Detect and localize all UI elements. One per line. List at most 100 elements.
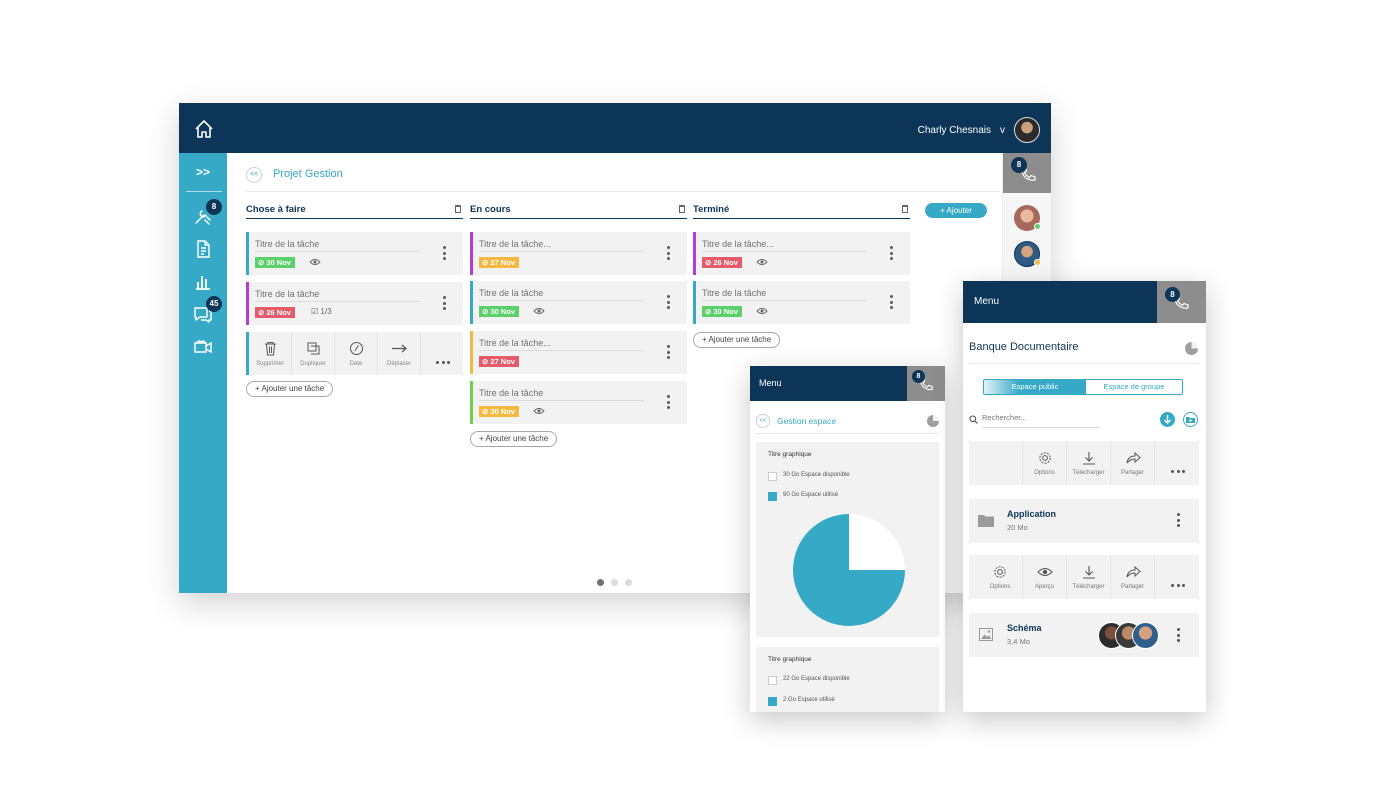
chart-title: Titre graphique bbox=[768, 656, 812, 663]
duplicate-button[interactable]: Dupliquer bbox=[292, 332, 335, 375]
task-card[interactable]: Titre de la tâche... ⊘ 26 Nov bbox=[693, 232, 910, 275]
download-action-button[interactable]: Télécharger bbox=[1066, 441, 1110, 485]
checklist-value: 1/3 bbox=[320, 307, 332, 316]
tools-badge: 8 bbox=[206, 199, 222, 215]
video-camera-icon[interactable] bbox=[193, 336, 213, 356]
more-options-icon[interactable] bbox=[667, 246, 670, 260]
sidebar-toggle[interactable]: >> bbox=[195, 165, 210, 179]
add-task-button[interactable]: + Ajouter une tâche bbox=[470, 431, 558, 447]
document-icon[interactable] bbox=[193, 239, 213, 259]
call-button[interactable]: 8 bbox=[1003, 153, 1051, 193]
legend-swatch-available bbox=[768, 472, 777, 481]
more-actions-icon bbox=[1171, 574, 1188, 592]
file-row[interactable]: Schéma 3,4 Mo bbox=[969, 613, 1199, 657]
add-column-button[interactable]: + Ajouter bbox=[925, 203, 987, 218]
task-title: Titre de la tâche bbox=[479, 288, 544, 298]
more-options-icon[interactable] bbox=[1177, 513, 1180, 530]
divider bbox=[479, 400, 644, 401]
due-date-badge: ⊘ 30 Nov bbox=[702, 306, 742, 317]
trash-icon bbox=[265, 342, 276, 356]
task-card[interactable]: Titre de la tâche ⊘ 30 Nov bbox=[693, 281, 910, 324]
divider bbox=[255, 251, 420, 252]
options-button[interactable]: Options bbox=[1022, 441, 1066, 485]
folder-row[interactable]: Application 20 Mo bbox=[969, 499, 1199, 543]
page-dot[interactable] bbox=[625, 579, 632, 586]
tools-icon[interactable] bbox=[193, 206, 213, 226]
more-options-icon[interactable] bbox=[667, 395, 670, 409]
eye-icon[interactable] bbox=[533, 407, 545, 415]
task-title: Titre de la tâche... bbox=[479, 338, 551, 348]
more-options-icon[interactable] bbox=[667, 295, 670, 309]
divider bbox=[969, 363, 1199, 364]
action-label: Date bbox=[349, 361, 363, 367]
phone-icon bbox=[1021, 166, 1036, 181]
tab-group-space[interactable]: Espace de groupe bbox=[1103, 382, 1165, 391]
user-avatar[interactable] bbox=[1014, 117, 1040, 143]
page-dot[interactable] bbox=[611, 579, 618, 586]
tab-public-space[interactable]: Espace public bbox=[984, 380, 1086, 394]
divider bbox=[479, 251, 644, 252]
file-name: Schéma bbox=[1007, 623, 1042, 633]
add-task-button[interactable]: + Ajouter une tâche bbox=[693, 332, 781, 348]
delete-button[interactable]: Supprimer bbox=[249, 332, 292, 375]
sidebar: >> 8 45 bbox=[179, 153, 227, 593]
eye-icon[interactable] bbox=[309, 258, 321, 266]
eye-icon[interactable] bbox=[756, 307, 768, 315]
back-button[interactable]: << bbox=[246, 167, 262, 183]
more-options-icon[interactable] bbox=[667, 345, 670, 359]
download-action-button[interactable]: Télécharger bbox=[1066, 555, 1110, 599]
more-options-icon[interactable] bbox=[890, 295, 893, 309]
eye-icon[interactable] bbox=[756, 258, 768, 266]
user-name[interactable]: Charly Chesnais bbox=[917, 125, 991, 136]
new-folder-button[interactable] bbox=[1183, 412, 1198, 427]
menu-label[interactable]: Menu bbox=[759, 378, 782, 388]
more-options-icon[interactable] bbox=[1177, 628, 1180, 645]
user-dropdown-caret[interactable]: v bbox=[1000, 125, 1005, 136]
task-card[interactable]: Titre de la tâche ⊘ 30 Nov bbox=[470, 381, 687, 424]
due-date-badge: ⊘ 27 Nov bbox=[479, 356, 519, 367]
shared-user-avatar[interactable] bbox=[1132, 622, 1159, 649]
divider bbox=[756, 433, 939, 434]
share-button[interactable]: Partager bbox=[1110, 555, 1154, 599]
preview-button[interactable]: Aperçu bbox=[1022, 555, 1066, 599]
task-card[interactable]: Titre de la tâche ⊘ 30 Nov bbox=[470, 281, 687, 324]
trash-icon[interactable] bbox=[455, 205, 461, 213]
call-button[interactable]: 8 bbox=[907, 366, 945, 401]
task-card[interactable]: Titre de la tâche... ⊘ 27 Nov bbox=[470, 331, 687, 374]
more-options-icon[interactable] bbox=[890, 246, 893, 260]
add-task-button[interactable]: + Ajouter une tâche bbox=[246, 381, 334, 397]
page-dot[interactable] bbox=[597, 579, 604, 586]
chart-card: Titre graphique 30 Go Espace disponible … bbox=[756, 442, 939, 637]
menu-label[interactable]: Menu bbox=[974, 296, 1000, 307]
mobile-header: Menu bbox=[750, 366, 907, 401]
download-button[interactable] bbox=[1160, 412, 1175, 427]
bar-chart-icon[interactable] bbox=[193, 271, 213, 291]
task-card[interactable]: Titre de la tâche ⊘ 30 Nov bbox=[246, 232, 463, 275]
more-options-icon[interactable] bbox=[443, 296, 446, 310]
home-icon[interactable] bbox=[193, 118, 215, 140]
more-options-icon[interactable] bbox=[443, 246, 446, 260]
eye-icon[interactable] bbox=[533, 307, 545, 315]
task-title: Titre de la tâche bbox=[702, 288, 767, 298]
more-actions-icon[interactable] bbox=[436, 351, 453, 369]
search-input[interactable]: Rechercher... bbox=[982, 413, 1100, 428]
pie-slice-available bbox=[849, 514, 905, 570]
options-button[interactable]: Options bbox=[978, 555, 1022, 599]
share-button[interactable]: Partager bbox=[1110, 441, 1154, 485]
more-actions-button[interactable] bbox=[1154, 441, 1198, 485]
sidebar-divider bbox=[186, 191, 222, 192]
date-button[interactable]: Date bbox=[335, 332, 378, 375]
call-button[interactable]: 8 bbox=[1157, 281, 1206, 323]
task-card[interactable]: Titre de la tâche... ⊘ 27 Nov bbox=[470, 232, 687, 275]
action-label: Déplacer bbox=[386, 361, 411, 367]
search-icon bbox=[969, 415, 978, 424]
trash-icon[interactable] bbox=[902, 205, 908, 213]
more-actions-button[interactable] bbox=[1154, 555, 1198, 599]
divider bbox=[702, 251, 867, 252]
back-button[interactable]: << bbox=[756, 414, 770, 428]
breadcrumb: << Projet Gestion bbox=[246, 166, 1001, 192]
trash-icon[interactable] bbox=[679, 205, 685, 213]
task-card[interactable]: Titre de la tâche ⊘ 26 Nov ☑ 1/3 bbox=[246, 282, 463, 325]
folder-name: Application bbox=[1007, 509, 1056, 519]
move-button[interactable]: Déplacer bbox=[378, 332, 421, 375]
